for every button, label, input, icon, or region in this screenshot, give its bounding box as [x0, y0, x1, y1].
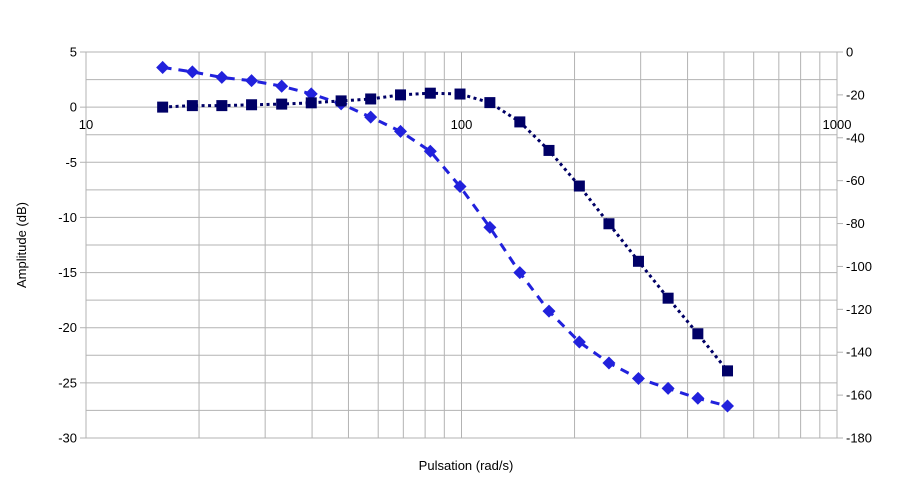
diamond-marker — [631, 371, 645, 385]
diamond-marker — [513, 266, 527, 280]
left-axis-tick-label: 5 — [70, 45, 77, 60]
square-marker — [186, 100, 198, 112]
left-axis-tick-label: 0 — [70, 100, 77, 115]
left-axis-tick-label: -30 — [58, 431, 77, 446]
square-marker — [662, 292, 674, 304]
right-axis-tick-label: -20 — [846, 87, 865, 102]
phase-series — [157, 87, 734, 377]
diamond-marker — [215, 70, 229, 84]
left-axis-tick-label: -15 — [58, 265, 77, 280]
right-axis-tick-label: -180 — [846, 431, 872, 446]
square-marker — [573, 180, 585, 192]
diamond-marker — [185, 65, 199, 79]
square-marker — [543, 144, 555, 156]
square-marker — [484, 97, 496, 109]
diamond-marker — [394, 124, 408, 138]
square-marker — [395, 89, 407, 101]
right-axis-tick-label: -80 — [846, 216, 865, 231]
diamond-marker — [483, 220, 497, 234]
diamond-marker — [304, 87, 318, 101]
amplitude-series-line — [162, 65, 728, 408]
right-axis-tick-label: -120 — [846, 302, 872, 317]
square-marker — [365, 93, 377, 105]
x-axis-title: Pulsation (rad/s) — [419, 458, 514, 473]
right-axis-tick-label: -140 — [846, 345, 872, 360]
plot-area-border — [85, 51, 838, 439]
data-series — [156, 60, 735, 413]
right-axis-tick-label: -100 — [846, 259, 872, 274]
diamond-marker — [423, 144, 437, 158]
diamond-marker — [542, 304, 556, 318]
right-axis-tick-label: 0 — [846, 45, 853, 60]
left-axis-tick-label: -25 — [58, 375, 77, 390]
gridlines — [85, 51, 838, 439]
phase-series-line — [162, 91, 729, 372]
square-marker — [157, 101, 169, 113]
axis-ticks-and-labels: 5 0 -5 -10 -15 -20 -25 -30 0 -20 -40 -60 -80 -100 -120… — [58, 45, 872, 446]
square-marker — [454, 88, 466, 100]
square-marker — [424, 87, 436, 99]
square-marker — [276, 98, 288, 110]
left-axis-tick-label: -20 — [58, 320, 77, 335]
left-axis-title: Amplitude (dB) — [14, 202, 29, 288]
diamond-marker — [721, 399, 735, 413]
diamond-marker — [602, 356, 616, 370]
square-marker — [246, 99, 258, 111]
square-marker — [632, 255, 644, 267]
diamond-marker — [691, 391, 705, 405]
square-marker — [216, 100, 228, 112]
diamond-marker — [275, 79, 289, 93]
right-axis-tick-label: -160 — [846, 388, 872, 403]
diamond-marker — [156, 60, 170, 74]
diamond-marker — [453, 180, 467, 194]
x-axis-tick-label: 10 — [79, 117, 93, 132]
diamond-marker — [572, 335, 586, 349]
right-axis-tick-label: -40 — [846, 130, 865, 145]
diamond-marker — [364, 110, 378, 124]
square-marker — [514, 116, 526, 128]
x-axis-tick-label: 1000 — [823, 117, 852, 132]
diamond-marker — [245, 74, 259, 88]
square-marker — [722, 365, 734, 377]
right-axis-tick-label: -60 — [846, 173, 865, 188]
square-marker — [305, 97, 317, 109]
diamond-marker — [661, 381, 675, 395]
square-marker — [335, 95, 347, 107]
square-marker — [603, 218, 615, 230]
left-axis-tick-label: -5 — [65, 155, 77, 170]
x-axis-tick-label: 100 — [451, 117, 473, 132]
square-marker — [692, 328, 704, 340]
amplitude-series — [156, 60, 735, 413]
left-axis-tick-label: -10 — [58, 210, 77, 225]
